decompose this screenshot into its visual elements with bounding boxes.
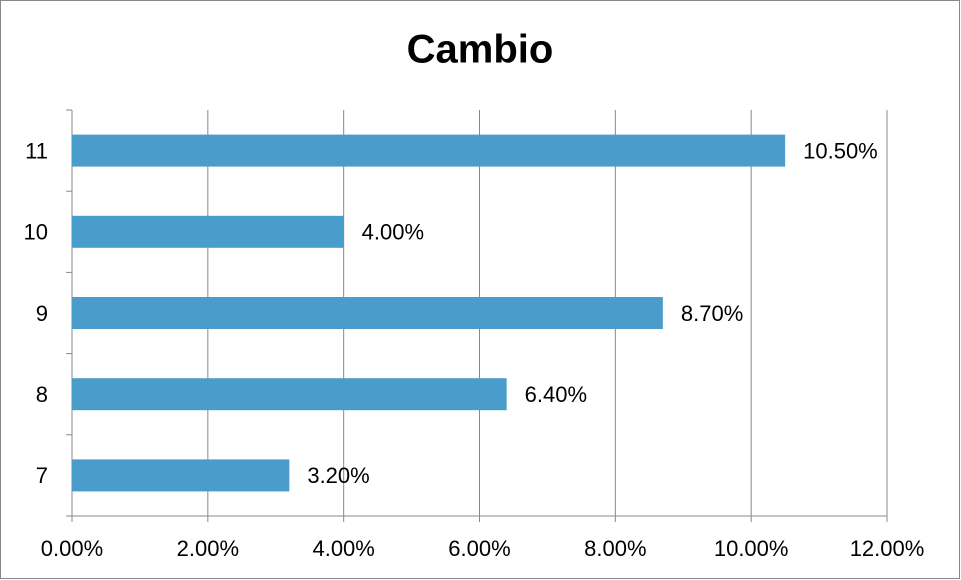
value-label: 6.40% [525, 382, 587, 407]
bar [72, 134, 786, 167]
y-tick-label: 10 [24, 220, 48, 245]
value-label: 3.20% [307, 463, 369, 488]
y-tick-label: 11 [25, 138, 48, 163]
x-tick-label: 2.00% [177, 536, 239, 561]
x-tick-label: 0.00% [41, 536, 103, 561]
x-tick-label: 8.00% [584, 536, 646, 561]
x-tick-label: 10.00% [714, 536, 789, 561]
x-tick-label: 6.00% [448, 536, 510, 561]
x-tick-label: 4.00% [312, 536, 374, 561]
value-label: 8.70% [681, 301, 743, 326]
bar [72, 378, 507, 411]
y-tick-label: 7 [36, 463, 48, 488]
y-tick-label: 8 [36, 382, 48, 407]
x-tick-label: 12.00% [850, 536, 925, 561]
value-label: 4.00% [362, 220, 424, 245]
y-tick-label: 9 [36, 301, 48, 326]
bar [72, 215, 344, 248]
chart-title: Cambio [407, 28, 554, 72]
bar [72, 459, 290, 492]
value-label: 10.50% [803, 138, 878, 163]
bar [72, 297, 663, 329]
